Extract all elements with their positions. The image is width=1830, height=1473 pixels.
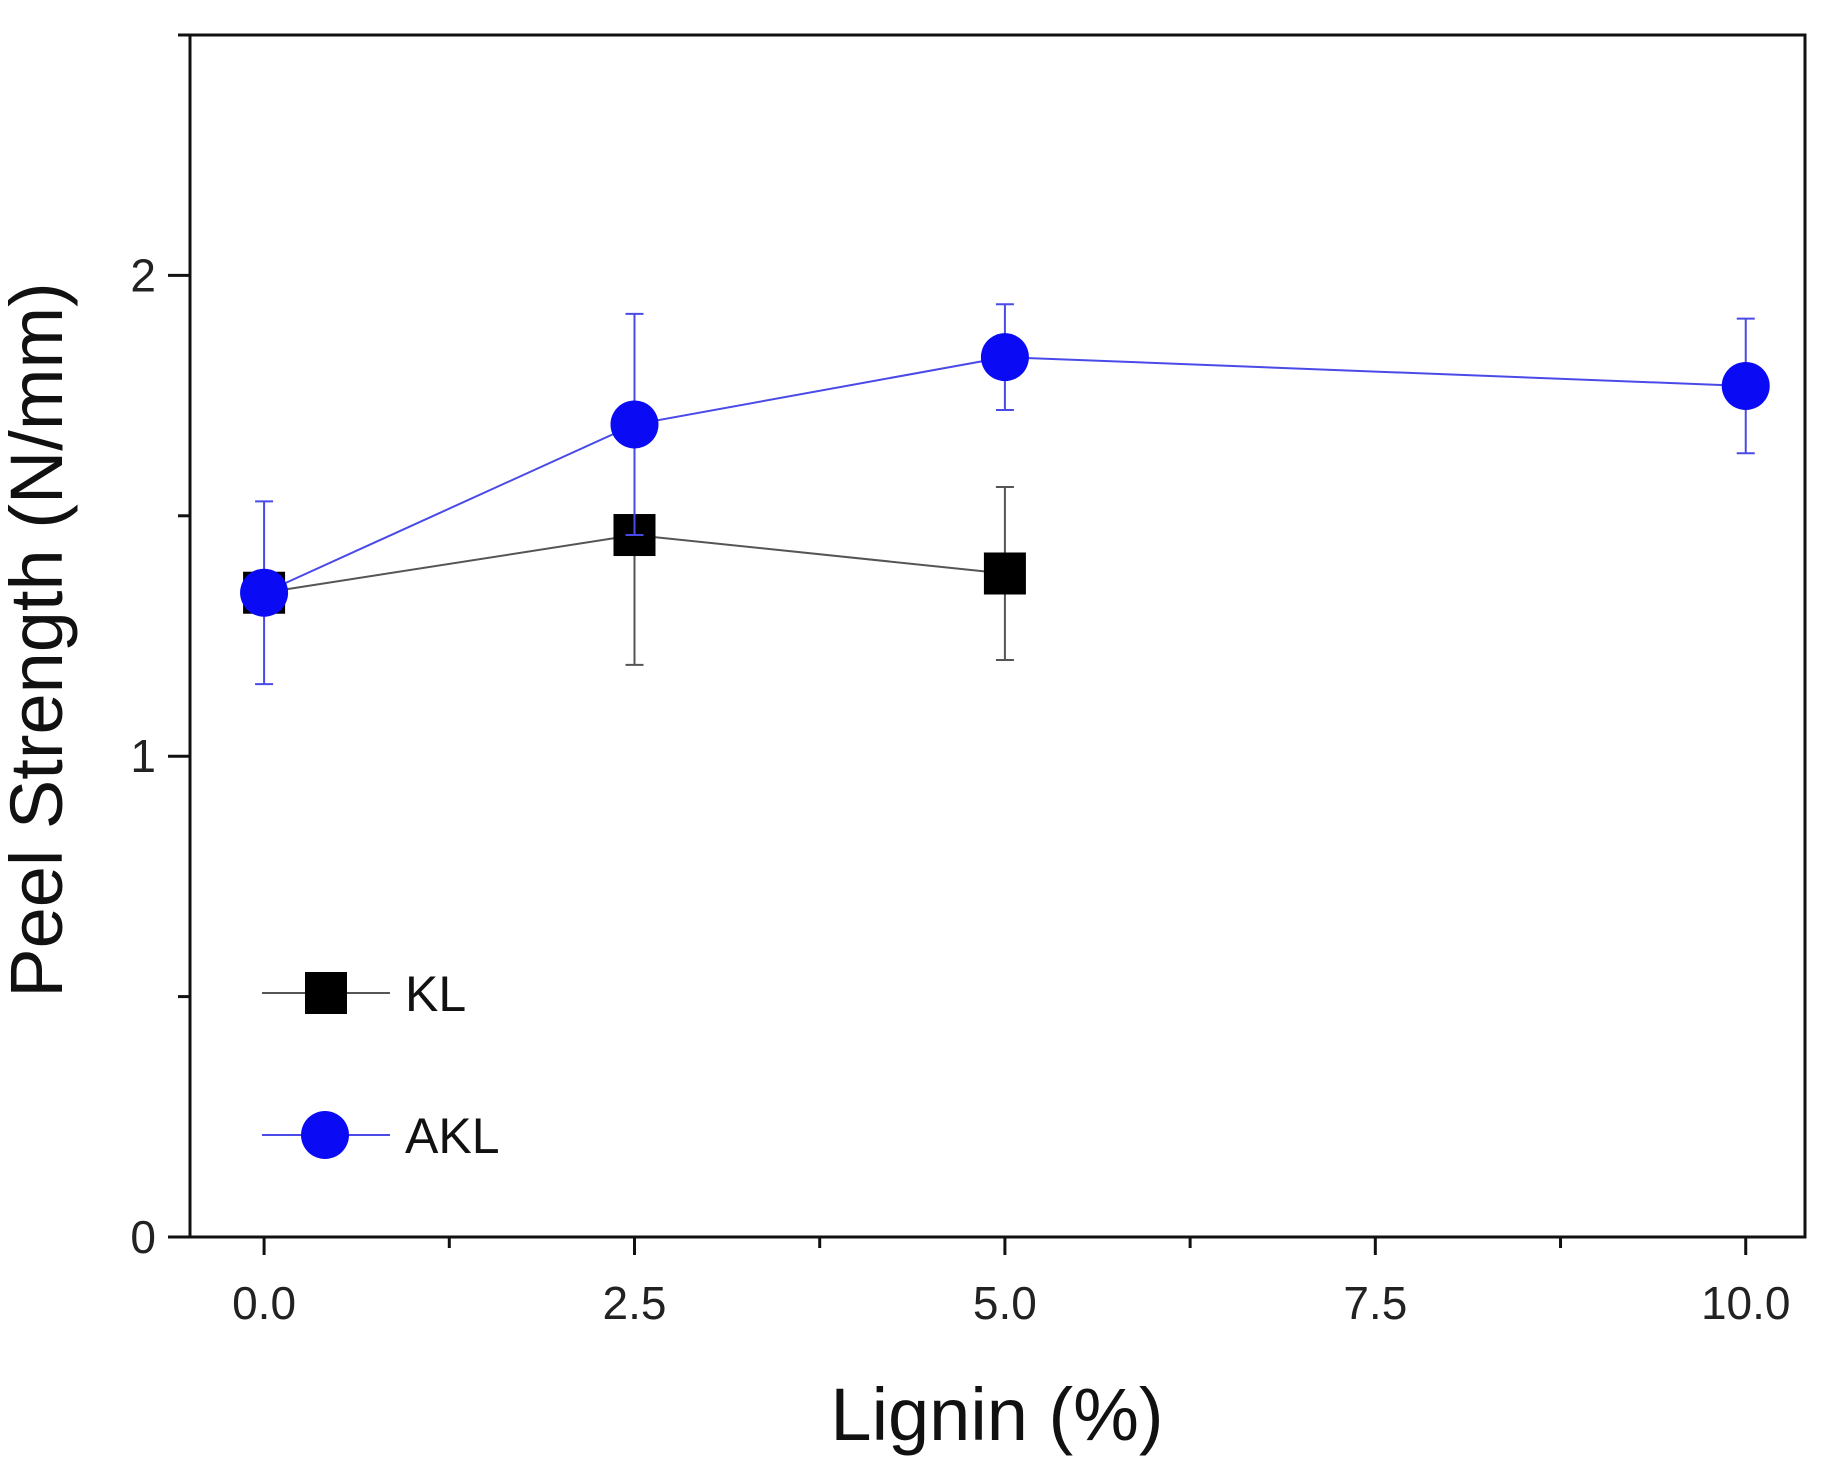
- data-point-akl: [240, 568, 289, 617]
- x-tick-label: 2.5: [603, 1277, 667, 1329]
- x-axis-ticks: 0.0 2.5 5.0 7.5 10.0: [232, 1237, 1790, 1329]
- legend-akl-label: AKL: [405, 1108, 500, 1164]
- series-akl-line: [263, 356, 1746, 594]
- x-axis-title: Lignin (%): [830, 1373, 1163, 1456]
- series-layer: [240, 303, 1770, 686]
- y-axis-ticks: 0 1 2: [130, 33, 190, 1263]
- legend-kl-label: KL: [405, 966, 466, 1022]
- x-tick-label: 10.0: [1701, 1277, 1791, 1329]
- data-point-akl: [610, 400, 659, 449]
- x-tick-label: 0.0: [232, 1277, 296, 1329]
- legend: KL AKL: [262, 966, 500, 1164]
- series-akl: [240, 303, 1770, 686]
- legend-akl-marker: [301, 1111, 349, 1159]
- data-point-akl: [980, 333, 1029, 382]
- data-point-kl: [983, 552, 1026, 595]
- x-tick-label: 7.5: [1343, 1277, 1407, 1329]
- legend-kl-marker: [305, 972, 347, 1014]
- x-tick-label: 5.0: [973, 1277, 1037, 1329]
- y-axis-title: Peel Strength (N/mm): [0, 282, 78, 998]
- y-tick-label: 2: [130, 249, 156, 301]
- data-point-akl: [1721, 361, 1770, 410]
- plot-frame: [188, 33, 1807, 1239]
- y-tick-label: 0: [130, 1211, 156, 1263]
- y-tick-label: 1: [130, 730, 156, 782]
